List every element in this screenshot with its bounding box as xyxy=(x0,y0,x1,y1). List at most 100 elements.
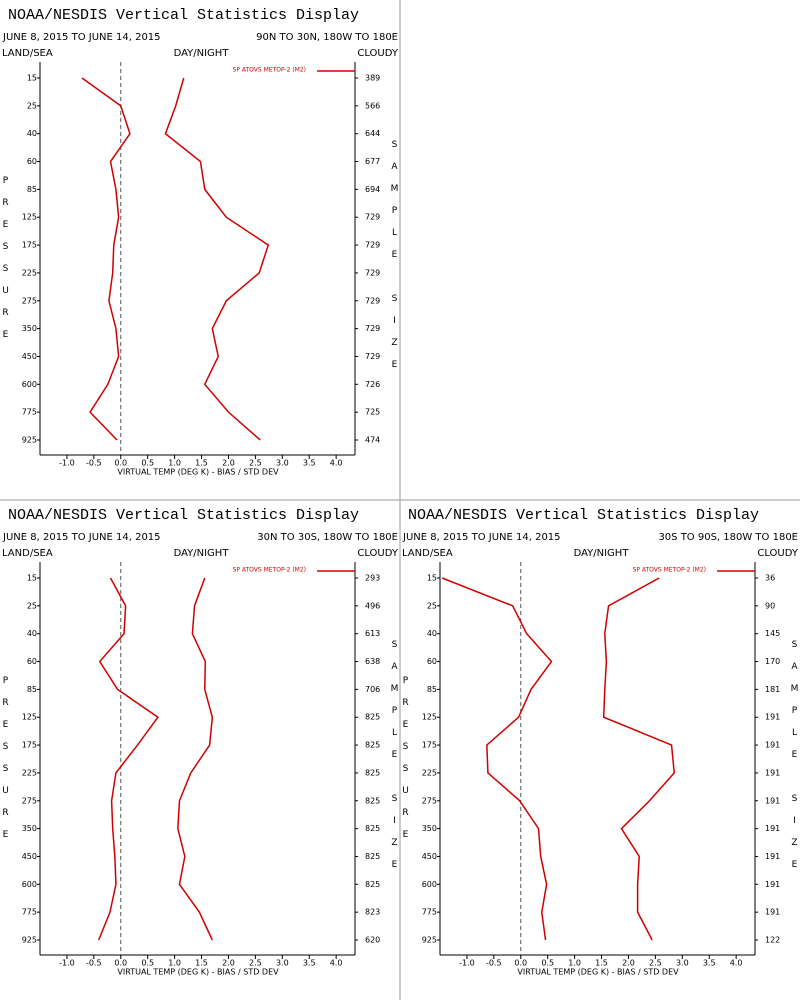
sample-size: 725 xyxy=(365,408,380,417)
y-tick-label: 925 xyxy=(22,936,37,945)
y2-axis-label: SAMPLE SIZE xyxy=(390,640,400,882)
panel: NOAA/NESDIS Vertical Statistics Display J… xyxy=(1,7,400,477)
sample-size: 694 xyxy=(365,185,380,194)
y-axis-label: PRESSURE xyxy=(1,676,11,852)
y-tick-label: 600 xyxy=(422,880,437,889)
y-tick-label: 15 xyxy=(27,574,37,583)
day-night: DAY/NIGHT xyxy=(174,548,230,559)
sample-size: 729 xyxy=(365,352,380,361)
y-tick-label: 775 xyxy=(22,408,37,417)
y-tick-label: 25 xyxy=(427,601,437,610)
x-tick-label: -1.0 xyxy=(59,459,75,468)
date-range: JUNE 8, 2015 TO JUNE 14, 2015 xyxy=(2,532,161,543)
x-tick-label: 0.5 xyxy=(541,959,554,968)
y2-axis-label: SAMPLE SIZE xyxy=(790,640,800,882)
region: 90N TO 30N, 180W TO 180E xyxy=(256,32,398,43)
y-tick-label: 25 xyxy=(27,101,37,110)
legend-label: SP ATOVS METOP-2 (M2) xyxy=(233,567,306,574)
y-tick-label: 450 xyxy=(22,352,37,361)
sample-size: 389 xyxy=(365,74,380,83)
sample-size: 293 xyxy=(365,574,380,583)
chart-title: NOAA/NESDIS Vertical Statistics Display xyxy=(8,7,359,24)
x-axis-label: VIRTUAL TEMP (DEG K) - BIAS / STD DEV xyxy=(117,968,279,977)
series-line xyxy=(602,577,676,941)
land-sea: LAND/SEA xyxy=(402,548,453,559)
sample-size: 825 xyxy=(365,880,380,889)
y-axis-label: PRESSURE xyxy=(1,176,11,352)
y-tick-label: 60 xyxy=(27,157,37,166)
x-tick-label: 3.0 xyxy=(676,959,689,968)
y-tick-label: 40 xyxy=(27,629,37,638)
y-tick-label: 125 xyxy=(422,713,437,722)
sample-size: 191 xyxy=(765,713,780,722)
x-tick-label: 1.5 xyxy=(595,959,608,968)
y-tick-label: 275 xyxy=(22,296,37,305)
sample-size: 36 xyxy=(765,574,775,583)
day-night: DAY/NIGHT xyxy=(174,48,230,59)
y-tick-label: 60 xyxy=(427,657,437,666)
x-tick-label: 1.5 xyxy=(195,459,208,468)
sample-size: 170 xyxy=(765,657,780,666)
sample-size: 706 xyxy=(365,685,380,694)
sample-size: 729 xyxy=(365,213,380,222)
y2-axis-label: SAMPLE SIZE xyxy=(390,140,400,382)
y-tick-label: 775 xyxy=(22,908,37,917)
x-tick-label: 3.0 xyxy=(276,959,289,968)
y-tick-label: 925 xyxy=(422,936,437,945)
sample-size: 613 xyxy=(365,629,380,638)
y-tick-label: 125 xyxy=(22,713,37,722)
sample-size: 90 xyxy=(765,601,775,610)
y-tick-label: 350 xyxy=(422,824,437,833)
sample-size: 726 xyxy=(365,380,380,389)
region: 30N TO 30S, 180W TO 180E xyxy=(257,532,398,543)
y-axis-label: PRESSURE xyxy=(401,676,411,852)
y-tick-label: 600 xyxy=(22,880,37,889)
y-tick-label: 175 xyxy=(22,741,37,750)
y-tick-label: 15 xyxy=(27,74,37,83)
x-tick-label: 4.0 xyxy=(330,459,343,468)
x-tick-label: 1.0 xyxy=(568,959,581,968)
land-sea: LAND/SEA xyxy=(2,48,53,59)
sample-size: 620 xyxy=(365,936,380,945)
sample-size: 729 xyxy=(365,241,380,250)
sample-size: 122 xyxy=(765,936,780,945)
x-tick-label: 0.0 xyxy=(114,459,127,468)
series-line xyxy=(97,577,159,941)
date-range: JUNE 8, 2015 TO JUNE 14, 2015 xyxy=(2,32,161,43)
y-tick-label: 60 xyxy=(27,657,37,666)
x-tick-label: -1.0 xyxy=(59,959,75,968)
y-tick-label: 600 xyxy=(22,380,37,389)
sample-size: 191 xyxy=(765,796,780,805)
y-tick-label: 25 xyxy=(27,601,37,610)
sample-size: 566 xyxy=(365,101,380,110)
y-tick-label: 350 xyxy=(22,324,37,333)
sample-size: 191 xyxy=(765,908,780,917)
day-night: DAY/NIGHT xyxy=(574,548,630,559)
sample-size: 496 xyxy=(365,601,380,610)
sample-size: 825 xyxy=(365,713,380,722)
x-tick-label: 4.0 xyxy=(330,959,343,968)
y-tick-label: 85 xyxy=(27,685,37,694)
sample-size: 729 xyxy=(365,296,380,305)
y-tick-label: 40 xyxy=(427,629,437,638)
x-tick-label: 3.5 xyxy=(303,459,316,468)
series-line xyxy=(177,577,214,941)
series-line xyxy=(441,577,553,941)
cloudy: CLOUDY xyxy=(357,548,399,559)
sample-size: 191 xyxy=(765,741,780,750)
x-tick-label: 2.5 xyxy=(249,959,262,968)
legend-label: SP ATOVS METOP-2 (M2) xyxy=(233,67,306,74)
y-tick-label: 925 xyxy=(22,436,37,445)
panel: NOAA/NESDIS Vertical Statistics Display J… xyxy=(1,507,400,977)
x-tick-label: -0.5 xyxy=(486,959,502,968)
y-tick-label: 85 xyxy=(427,685,437,694)
sample-size: 825 xyxy=(365,741,380,750)
region: 30S TO 90S, 180W TO 180E xyxy=(658,532,798,543)
x-tick-label: 3.5 xyxy=(303,959,316,968)
date-range: JUNE 8, 2015 TO JUNE 14, 2015 xyxy=(402,532,561,543)
x-tick-label: 3.0 xyxy=(276,459,289,468)
x-tick-label: 0.5 xyxy=(141,459,154,468)
y-tick-label: 275 xyxy=(22,796,37,805)
x-tick-label: 1.0 xyxy=(168,459,181,468)
